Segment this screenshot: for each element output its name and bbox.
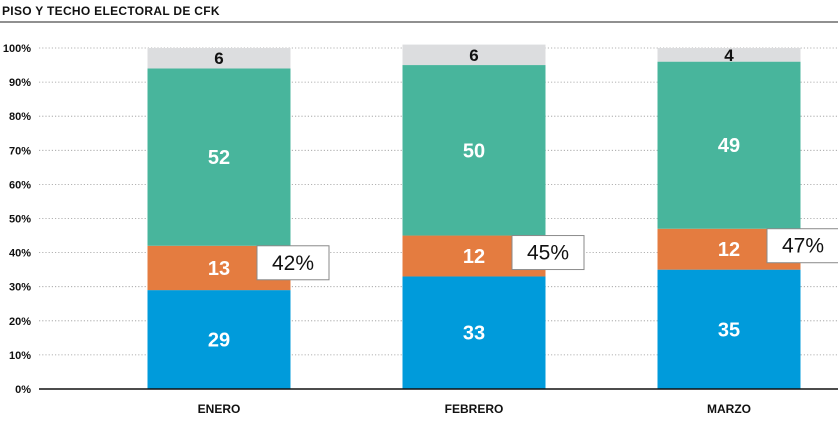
data-label: 35 xyxy=(718,319,740,341)
data-label: 12 xyxy=(718,239,740,261)
data-label: 6 xyxy=(214,49,223,68)
y-tick-label: 90% xyxy=(9,77,31,89)
y-tick-label: 20% xyxy=(9,316,31,328)
callout-value: 42% xyxy=(272,252,314,275)
callout-box xyxy=(256,245,330,281)
y-tick-label: 80% xyxy=(9,111,31,123)
y-axis: 0% 10% 20% 30% 40% 50% 60% 70% 80% 90% 100% xyxy=(3,43,31,396)
callout-value: 45% xyxy=(527,242,569,265)
y-tick-label: 70% xyxy=(9,145,31,157)
bar-segment xyxy=(657,269,801,389)
y-tick-label: 0% xyxy=(15,384,31,396)
bar-segment xyxy=(657,61,801,229)
x-tick-label: ENERO xyxy=(198,402,241,416)
callout-box xyxy=(511,235,585,271)
data-label: 12 xyxy=(463,246,485,268)
callouts: 42% 45% 47% xyxy=(256,228,838,281)
y-tick-label: 100% xyxy=(3,43,31,55)
x-axis: ENERO FEBRERO MARZO xyxy=(39,388,838,416)
data-label: 13 xyxy=(208,258,230,280)
y-tick-label: 30% xyxy=(9,282,31,294)
data-label: 6 xyxy=(469,46,478,65)
bar-segment xyxy=(657,48,801,62)
y-tick-label: 10% xyxy=(9,350,31,362)
y-tick-label: 60% xyxy=(9,179,31,191)
data-label: 4 xyxy=(724,46,734,65)
data-label: 29 xyxy=(208,330,230,352)
data-label: 49 xyxy=(718,135,740,157)
bar-segment xyxy=(147,68,291,246)
bar-segment xyxy=(147,48,291,69)
bar-segment xyxy=(402,276,546,389)
x-tick-label: MARZO xyxy=(707,402,751,416)
x-tick-label: FEBRERO xyxy=(445,402,504,416)
data-label: 50 xyxy=(463,140,485,162)
bars: 29 13 52 6 33 12 50 6 35 12 49 4 xyxy=(147,44,801,389)
y-tick-label: 50% xyxy=(9,214,31,226)
callout-box xyxy=(766,228,838,264)
callout-value: 47% xyxy=(782,235,824,258)
chart-title: PISO Y TECHO ELECTORAL DE CFK xyxy=(2,4,220,18)
data-label: 52 xyxy=(208,147,230,169)
bar-segment xyxy=(402,44,546,66)
bar-segment xyxy=(402,65,546,236)
data-label: 33 xyxy=(463,323,485,345)
y-tick-label: 40% xyxy=(9,248,31,260)
bar-segment xyxy=(147,290,291,389)
